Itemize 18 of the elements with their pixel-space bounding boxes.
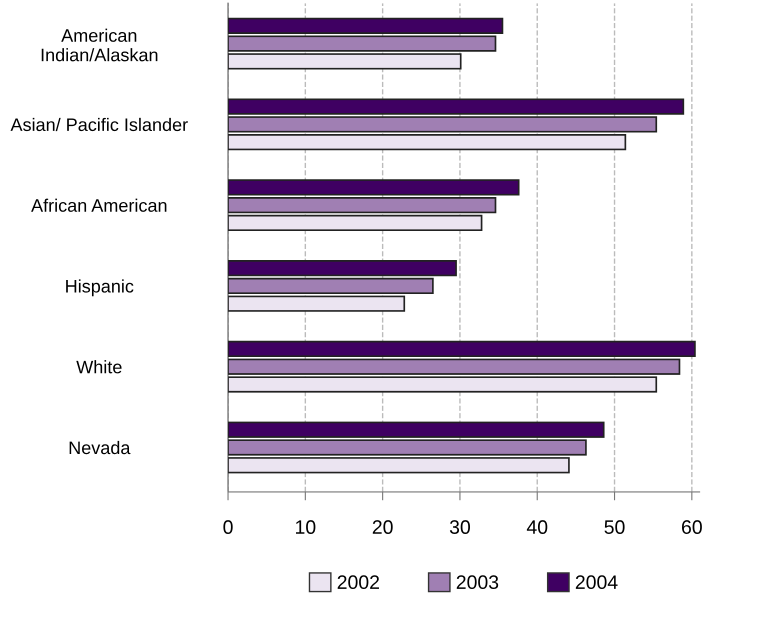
x-tick-label: 40 bbox=[526, 520, 548, 534]
x-tick-label: 0 bbox=[223, 520, 233, 534]
bar bbox=[228, 98, 684, 115]
legend-label: 2004 bbox=[576, 575, 618, 590]
y-tick-label: African American bbox=[31, 198, 166, 212]
y-tick-label: Asian/ Pacific Islander bbox=[10, 118, 188, 132]
x-tick-label: 50 bbox=[604, 520, 625, 534]
x-tick-label: 60 bbox=[682, 520, 702, 534]
y-tick-label: Nevada bbox=[70, 440, 130, 454]
y-tick-label: American Indian/Alaskan bbox=[42, 28, 158, 62]
legend-label: 2003 bbox=[456, 575, 498, 590]
bar bbox=[228, 53, 462, 70]
y-tick-label: Hispanic bbox=[66, 279, 134, 296]
legend-label: 2002 bbox=[338, 575, 379, 590]
y-tick-label: White bbox=[76, 360, 122, 374]
x-tick-label: 30 bbox=[450, 520, 470, 534]
x-tick-label: 10 bbox=[296, 520, 316, 534]
x-tick-label: 20 bbox=[372, 520, 393, 534]
